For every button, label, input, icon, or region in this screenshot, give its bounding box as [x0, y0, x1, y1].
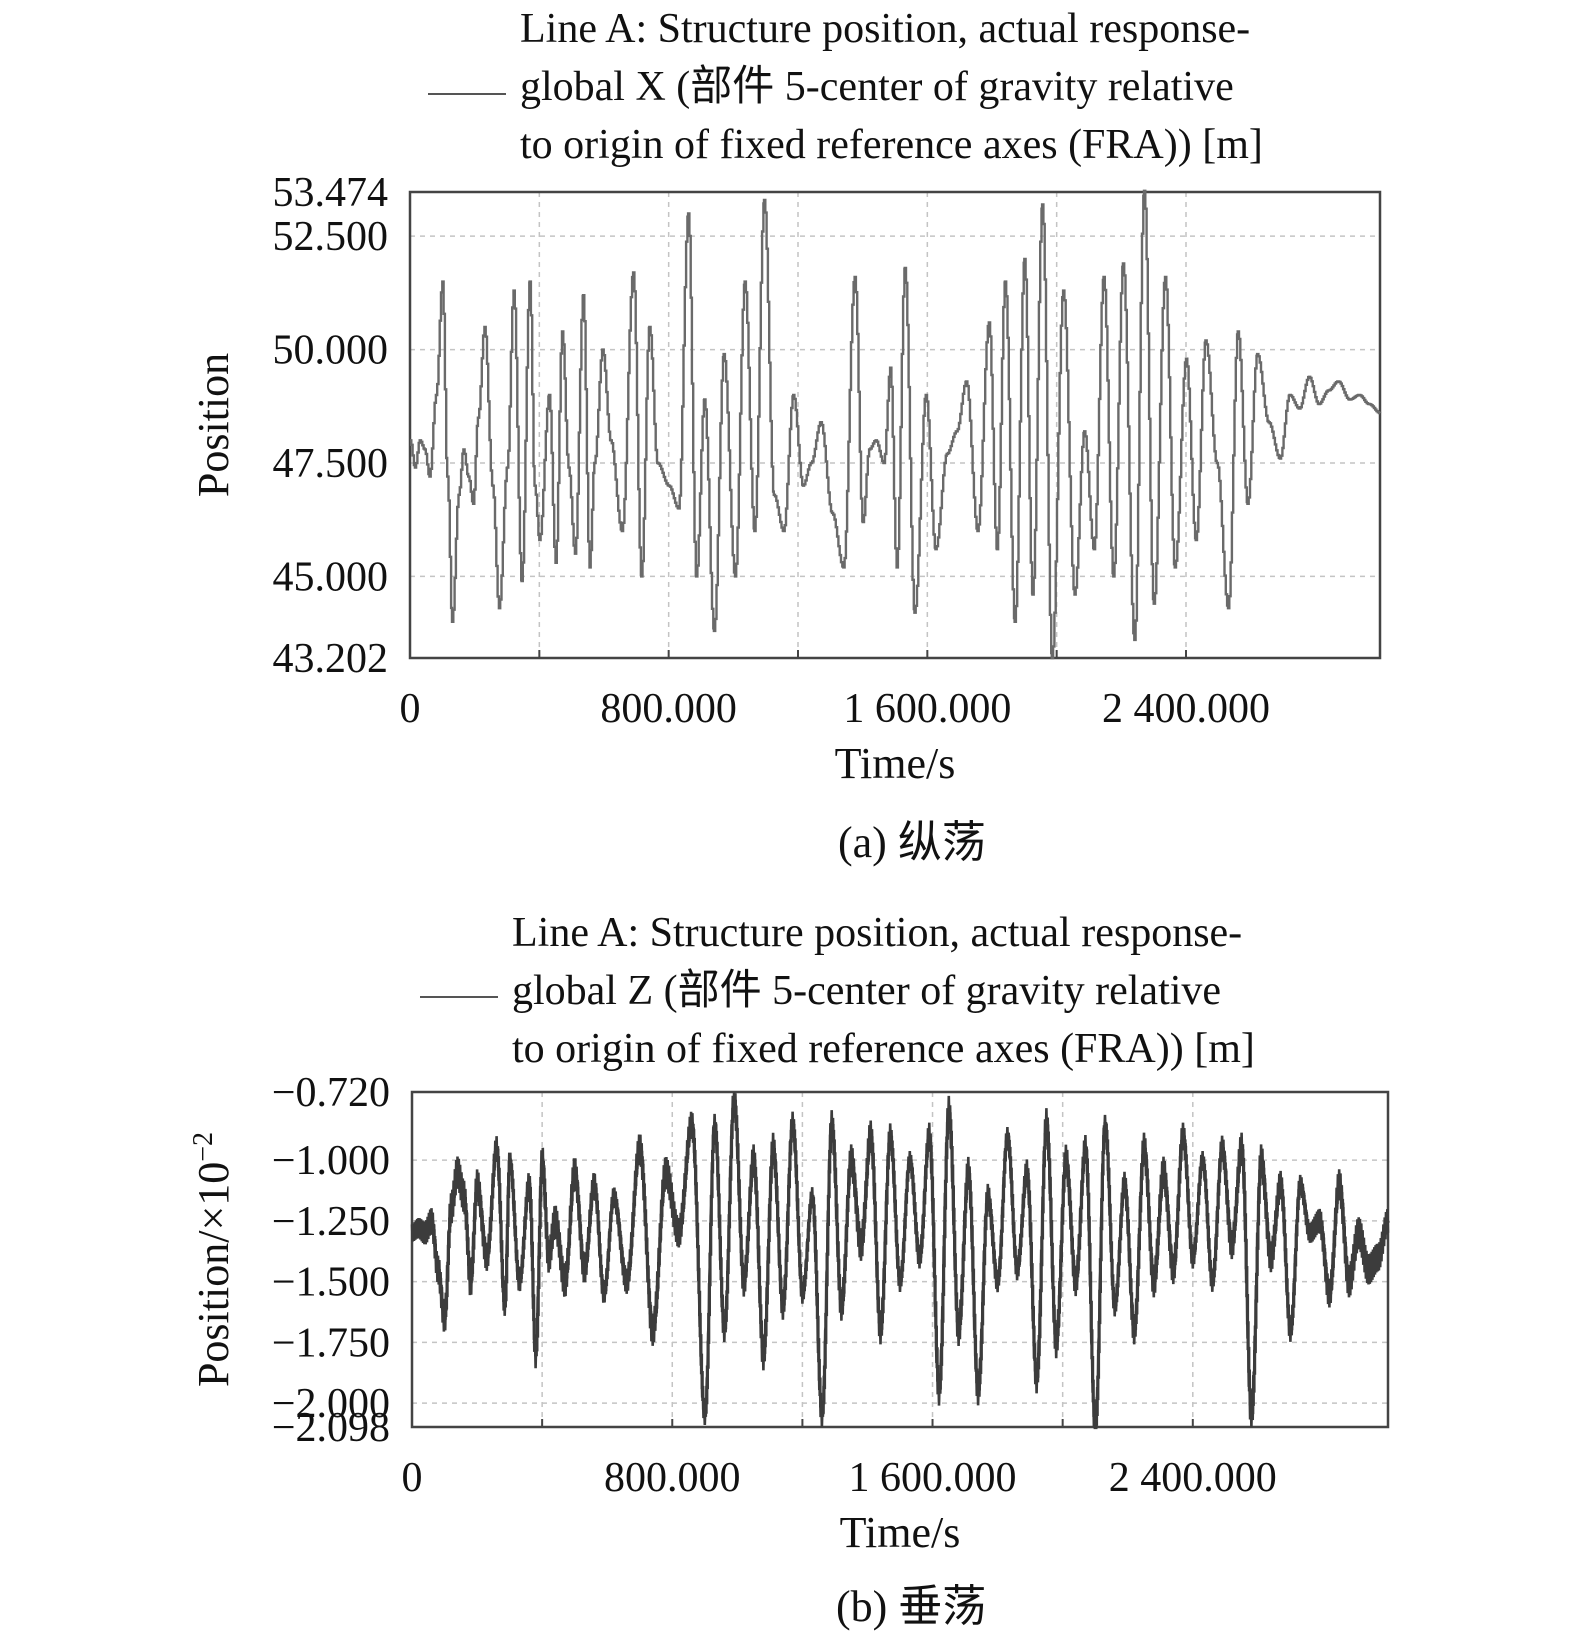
x-tick-label: 0	[402, 1455, 423, 1501]
y-tick-label: −1.250	[272, 1199, 390, 1245]
plot-area: −0.720 −1.000 −1.250 −1.500 −1.750 −2.000−2.0…	[188, 1070, 1390, 1557]
x-tick-label: 0	[400, 686, 421, 732]
x-tick-label: 800.000	[604, 1455, 741, 1501]
caption: (b) 垂荡	[836, 1582, 987, 1631]
y-tick-label: −1.750	[272, 1320, 390, 1366]
chart-panel-surge: Line A: Structure position, actual respo…	[189, 0, 1382, 867]
legend-line-swatch	[420, 996, 498, 998]
legend-line-swatch	[428, 93, 506, 95]
legend-entry: Line A: Structure position, actual respo…	[512, 904, 1255, 1078]
x-tick-label: 2 400.000	[1109, 1455, 1277, 1501]
plot-frame	[408, 190, 1382, 660]
y-tick-label: 52.500	[273, 214, 389, 260]
legend-line-2: global Z (部件 5-center of gravity relativ…	[512, 968, 1222, 1014]
y-tick-label: −2.098	[272, 1405, 390, 1451]
plot-frame	[410, 1090, 1390, 1429]
caption: (a) 纵荡	[838, 818, 986, 867]
legend-line-3: to origin of fixed reference axes (FRA))…	[520, 122, 1263, 168]
y-tick-label: 53.474	[273, 170, 389, 216]
y-axis-exponent: −2	[188, 1132, 219, 1162]
legend-line-1: Line A: Structure position, actual respo…	[520, 6, 1251, 52]
y-axis-title: Position	[189, 353, 238, 497]
y-tick-label: −1.500	[272, 1260, 390, 1306]
chart-panel-heave: Line A: Structure position, actual respo…	[0, 880, 1575, 1646]
legend-line-1: Line A: Structure position, actual respo…	[512, 910, 1243, 956]
x-tick-label: 800.000	[600, 686, 737, 732]
y-tick-label: −1.000	[272, 1138, 390, 1184]
x-axis-title: Time/s	[840, 1508, 961, 1557]
x-tick-label: 1 600.000	[849, 1455, 1017, 1501]
y-tick-label: 43.202	[273, 636, 389, 682]
x-tick-label: 2 400.000	[1102, 686, 1270, 732]
legend-entry: Line A: Structure position, actual respo…	[520, 0, 1263, 174]
y-tick-label: 45.000	[273, 554, 389, 600]
y-axis-title: Position/×10−2	[188, 1132, 238, 1387]
y-tick-label: 47.500	[273, 441, 389, 487]
y-tick-label: 50.000	[273, 328, 389, 374]
series-line	[410, 189, 1382, 660]
x-tick-label: 1 600.000	[843, 686, 1011, 732]
y-tick-label: −2.000	[272, 1381, 390, 1427]
series-band	[410, 1091, 1390, 1428]
x-axis-title: Time/s	[835, 739, 956, 788]
legend-line-2: global X (部件 5-center of gravity relativ…	[520, 64, 1234, 110]
legend-line-3: to origin of fixed reference axes (FRA))…	[512, 1026, 1255, 1072]
y-tick-label: −0.720	[272, 1070, 390, 1116]
